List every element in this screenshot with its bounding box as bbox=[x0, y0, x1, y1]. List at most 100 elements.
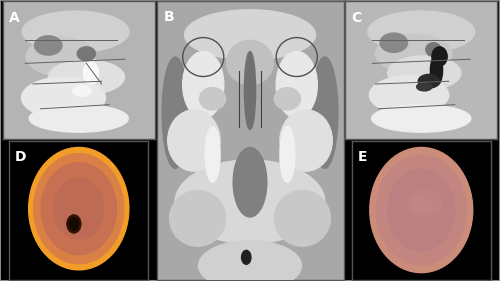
Ellipse shape bbox=[42, 164, 115, 253]
Ellipse shape bbox=[416, 203, 427, 217]
Ellipse shape bbox=[416, 204, 426, 216]
Ellipse shape bbox=[56, 181, 102, 236]
Ellipse shape bbox=[380, 33, 407, 52]
Ellipse shape bbox=[170, 191, 226, 246]
Ellipse shape bbox=[77, 206, 80, 211]
Ellipse shape bbox=[414, 201, 428, 219]
Ellipse shape bbox=[42, 164, 116, 254]
Ellipse shape bbox=[31, 151, 126, 267]
Ellipse shape bbox=[412, 198, 431, 222]
Ellipse shape bbox=[50, 174, 107, 243]
Ellipse shape bbox=[34, 36, 62, 55]
Ellipse shape bbox=[48, 170, 110, 247]
Ellipse shape bbox=[34, 154, 123, 263]
Ellipse shape bbox=[397, 180, 446, 240]
Ellipse shape bbox=[280, 126, 295, 182]
Ellipse shape bbox=[400, 185, 442, 235]
Ellipse shape bbox=[394, 176, 449, 244]
Ellipse shape bbox=[402, 187, 440, 233]
Text: B: B bbox=[164, 10, 174, 24]
Ellipse shape bbox=[46, 168, 112, 249]
Ellipse shape bbox=[376, 155, 467, 266]
Ellipse shape bbox=[22, 11, 129, 52]
Ellipse shape bbox=[403, 188, 440, 232]
Ellipse shape bbox=[414, 201, 429, 219]
Ellipse shape bbox=[382, 162, 461, 259]
Ellipse shape bbox=[54, 178, 104, 239]
Ellipse shape bbox=[406, 191, 436, 229]
Ellipse shape bbox=[375, 154, 468, 266]
Ellipse shape bbox=[54, 179, 103, 239]
Ellipse shape bbox=[432, 47, 447, 66]
Ellipse shape bbox=[37, 157, 120, 260]
Ellipse shape bbox=[402, 187, 440, 234]
Ellipse shape bbox=[38, 160, 119, 258]
Ellipse shape bbox=[233, 148, 267, 217]
Ellipse shape bbox=[67, 215, 81, 233]
Ellipse shape bbox=[226, 40, 274, 85]
Ellipse shape bbox=[374, 152, 469, 268]
Ellipse shape bbox=[26, 37, 95, 76]
Ellipse shape bbox=[415, 202, 428, 218]
Ellipse shape bbox=[410, 196, 433, 224]
Ellipse shape bbox=[408, 191, 442, 215]
Ellipse shape bbox=[184, 10, 316, 60]
Ellipse shape bbox=[28, 148, 129, 270]
Ellipse shape bbox=[162, 57, 188, 168]
Ellipse shape bbox=[30, 149, 128, 268]
Ellipse shape bbox=[382, 162, 460, 258]
Ellipse shape bbox=[168, 110, 220, 171]
Ellipse shape bbox=[372, 150, 471, 270]
Ellipse shape bbox=[68, 196, 90, 222]
Ellipse shape bbox=[30, 148, 128, 269]
Ellipse shape bbox=[398, 181, 445, 239]
Ellipse shape bbox=[66, 193, 92, 224]
Ellipse shape bbox=[396, 179, 447, 241]
Ellipse shape bbox=[55, 180, 102, 238]
Ellipse shape bbox=[72, 201, 85, 216]
Ellipse shape bbox=[78, 208, 80, 209]
Ellipse shape bbox=[371, 149, 472, 271]
Ellipse shape bbox=[70, 218, 78, 230]
Ellipse shape bbox=[378, 157, 465, 263]
Ellipse shape bbox=[64, 190, 94, 227]
Ellipse shape bbox=[32, 152, 125, 265]
Ellipse shape bbox=[29, 105, 128, 132]
Ellipse shape bbox=[32, 151, 126, 266]
Ellipse shape bbox=[418, 74, 440, 88]
Ellipse shape bbox=[43, 165, 115, 252]
Ellipse shape bbox=[66, 192, 92, 225]
Ellipse shape bbox=[53, 177, 104, 240]
Ellipse shape bbox=[416, 83, 432, 91]
Ellipse shape bbox=[374, 153, 468, 267]
Ellipse shape bbox=[71, 200, 86, 218]
Ellipse shape bbox=[420, 208, 423, 212]
Ellipse shape bbox=[70, 198, 87, 219]
Ellipse shape bbox=[420, 209, 422, 212]
Ellipse shape bbox=[380, 161, 462, 259]
Ellipse shape bbox=[378, 158, 464, 262]
Ellipse shape bbox=[48, 172, 109, 245]
Ellipse shape bbox=[400, 183, 443, 237]
Ellipse shape bbox=[389, 171, 454, 249]
Ellipse shape bbox=[200, 88, 226, 110]
Ellipse shape bbox=[384, 164, 459, 256]
Ellipse shape bbox=[398, 183, 444, 237]
Ellipse shape bbox=[60, 185, 98, 232]
Ellipse shape bbox=[36, 157, 121, 261]
Ellipse shape bbox=[404, 189, 438, 231]
Ellipse shape bbox=[430, 55, 442, 85]
Ellipse shape bbox=[46, 169, 112, 248]
Ellipse shape bbox=[392, 175, 450, 245]
Ellipse shape bbox=[62, 188, 96, 229]
Ellipse shape bbox=[370, 148, 472, 273]
Ellipse shape bbox=[72, 85, 91, 96]
Ellipse shape bbox=[370, 148, 472, 272]
Ellipse shape bbox=[33, 153, 124, 264]
Ellipse shape bbox=[84, 62, 98, 84]
Ellipse shape bbox=[379, 158, 464, 262]
Ellipse shape bbox=[380, 159, 463, 261]
Ellipse shape bbox=[276, 51, 318, 118]
Ellipse shape bbox=[38, 159, 119, 259]
Ellipse shape bbox=[418, 206, 424, 214]
